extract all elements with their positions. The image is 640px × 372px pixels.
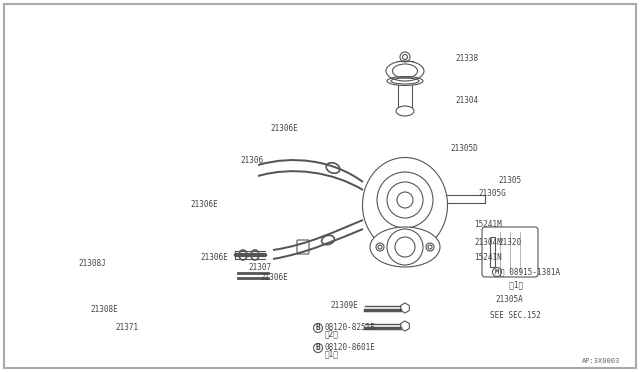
Text: 15241M: 15241M (474, 219, 502, 228)
Text: 21308E: 21308E (90, 305, 118, 314)
Text: 21371: 21371 (115, 324, 138, 333)
Text: 21306E: 21306E (190, 199, 218, 208)
Text: SEE SEC.152: SEE SEC.152 (490, 311, 541, 320)
Ellipse shape (362, 157, 447, 253)
Text: 08120-8601E: 08120-8601E (325, 343, 376, 353)
Text: B: B (316, 324, 320, 333)
Text: 21305: 21305 (498, 176, 521, 185)
Text: 21305G: 21305G (478, 189, 506, 198)
Text: ① 08915-1381A: ① 08915-1381A (500, 267, 560, 276)
Text: （1）: （1） (325, 350, 339, 359)
Text: 21306: 21306 (240, 155, 263, 164)
Ellipse shape (370, 227, 440, 267)
Text: M: M (495, 269, 499, 275)
Text: B: B (316, 343, 320, 353)
Text: 15241N: 15241N (474, 253, 502, 263)
Text: 21307: 21307 (248, 263, 271, 273)
Bar (490, 237, 495, 267)
Text: 21304M: 21304M (474, 237, 502, 247)
Text: 21338: 21338 (455, 54, 478, 62)
Text: 21306E: 21306E (200, 253, 228, 263)
Text: （2）: （2） (325, 330, 339, 339)
Text: 21309E: 21309E (330, 301, 358, 310)
Text: 21306E: 21306E (270, 124, 298, 132)
Text: 21306E: 21306E (260, 273, 288, 282)
Text: （1）: （1） (500, 280, 523, 289)
Text: 08120-8251E: 08120-8251E (325, 324, 376, 333)
Text: 21305D: 21305D (450, 144, 477, 153)
Text: 21304: 21304 (455, 96, 478, 105)
FancyBboxPatch shape (482, 227, 538, 277)
Text: 21308J: 21308J (78, 260, 106, 269)
Text: 21305A: 21305A (495, 295, 523, 305)
Text: 21320: 21320 (498, 237, 521, 247)
Text: AP:3X0003: AP:3X0003 (582, 358, 620, 364)
